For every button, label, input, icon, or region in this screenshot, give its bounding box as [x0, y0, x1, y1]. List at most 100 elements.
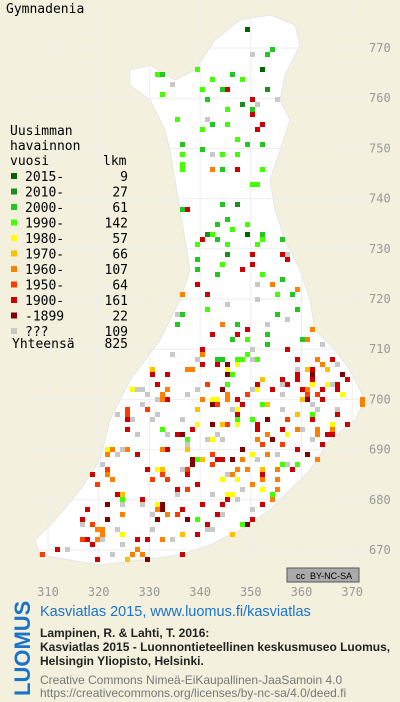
occurrence-square	[270, 47, 275, 52]
occurrence-square	[285, 257, 290, 262]
title: Gymnadenia	[6, 2, 84, 17]
occurrence-square	[275, 467, 280, 472]
occurrence-square	[95, 537, 100, 542]
y-axis-label: 670	[369, 543, 391, 557]
occurrence-square	[235, 477, 240, 482]
occurrence-square	[160, 472, 165, 477]
occurrence-square	[185, 392, 190, 397]
footer-link[interactable]: Kasviatlas 2015, www.luomus.fi/kasviatla…	[40, 604, 311, 620]
occurrence-square	[190, 462, 195, 467]
occurrence-square	[160, 507, 165, 512]
occurrence-square	[160, 447, 165, 452]
legend-count: 61	[112, 201, 128, 216]
occurrence-square	[200, 352, 205, 357]
occurrence-square	[275, 292, 280, 297]
legend-count: 57	[112, 232, 128, 247]
occurrence-square	[180, 417, 185, 422]
occurrence-square	[280, 252, 285, 257]
license-badge: cc BY-NC-SA	[286, 567, 360, 583]
occurrence-square	[315, 427, 320, 432]
occurrence-square	[195, 387, 200, 392]
occurrence-square	[185, 487, 190, 492]
occurrence-square	[85, 537, 90, 542]
occurrence-square	[185, 207, 190, 212]
occurrence-square	[215, 397, 220, 402]
occurrence-square	[260, 142, 265, 147]
occurrence-square	[280, 382, 285, 387]
legend-swatch	[11, 312, 17, 319]
occurrence-square	[260, 487, 265, 492]
occurrence-square	[265, 342, 270, 347]
occurrence-square	[160, 537, 165, 542]
occurrence-square	[145, 557, 150, 562]
occurrence-square	[260, 237, 265, 242]
occurrence-square	[340, 392, 345, 397]
occurrence-square	[250, 252, 255, 257]
occurrence-square	[295, 357, 300, 362]
occurrence-square	[210, 402, 215, 407]
occurrence-square	[125, 407, 130, 412]
y-axis-label: 680	[369, 493, 391, 507]
occurrence-square	[200, 502, 205, 507]
occurrence-square	[255, 422, 260, 427]
occurrence-square	[215, 402, 220, 407]
occurrence-square	[255, 282, 260, 287]
occurrence-square	[280, 442, 285, 447]
legend-swatch	[11, 297, 17, 303]
occurrence-square	[250, 52, 255, 57]
occurrence-square	[280, 377, 285, 382]
occurrence-square	[230, 472, 235, 477]
occurrence-square	[205, 522, 210, 527]
x-axis-label: 320	[88, 585, 110, 599]
occurrence-square	[180, 432, 185, 437]
occurrence-square	[330, 382, 335, 387]
x-axis-label: 310	[37, 585, 59, 599]
occurrence-square	[255, 102, 260, 107]
occurrence-square	[115, 452, 120, 457]
legend-label: 1960-	[25, 263, 64, 278]
legend-total-label: Yhteensä	[12, 337, 75, 352]
occurrence-square	[140, 387, 145, 392]
citation: Helsingin Yliopisto, Helsinki.	[40, 654, 204, 668]
occurrence-square	[180, 467, 185, 472]
occurrence-square	[160, 72, 165, 77]
occurrence-square	[265, 87, 270, 92]
occurrence-square	[105, 467, 110, 472]
legend-swatch	[11, 204, 17, 210]
occurrence-square	[320, 442, 325, 447]
occurrence-square	[275, 312, 280, 317]
occurrence-square	[280, 427, 285, 432]
occurrence-square	[295, 412, 300, 417]
occurrence-square	[200, 87, 205, 92]
occurrence-square	[225, 492, 230, 497]
occurrence-square	[225, 252, 230, 257]
occurrence-square	[295, 307, 300, 312]
occurrence-square	[195, 407, 200, 412]
occurrence-square	[220, 152, 225, 157]
license-url[interactable]: https://creativecommons.org/licenses/by-…	[40, 686, 346, 700]
occurrence-square	[250, 507, 255, 512]
y-axis-label: 740	[369, 192, 391, 206]
occurrence-square	[225, 382, 230, 387]
occurrence-square	[95, 557, 100, 562]
occurrence-square	[210, 152, 215, 157]
occurrence-square	[120, 492, 125, 497]
occurrence-square	[255, 182, 260, 187]
occurrence-square	[245, 392, 250, 397]
occurrence-square	[285, 382, 290, 387]
license: Creative Commons Nimeä-EiKaupallinen-Jaa…	[40, 673, 342, 687]
legend-header: Uusimman	[10, 124, 73, 139]
occurrence-square	[230, 337, 235, 342]
occurrence-square	[205, 117, 210, 122]
occurrence-square	[90, 472, 95, 477]
occurrence-square	[150, 372, 155, 377]
legend-total: 825	[105, 337, 128, 352]
legend-swatch	[11, 266, 17, 272]
legend-label: 1990-	[25, 217, 64, 232]
occurrence-square	[120, 532, 125, 537]
occurrence-square	[165, 447, 170, 452]
occurrence-square	[260, 377, 265, 382]
occurrence-square	[180, 312, 185, 317]
occurrence-square	[220, 357, 225, 362]
occurrence-square	[260, 472, 265, 477]
